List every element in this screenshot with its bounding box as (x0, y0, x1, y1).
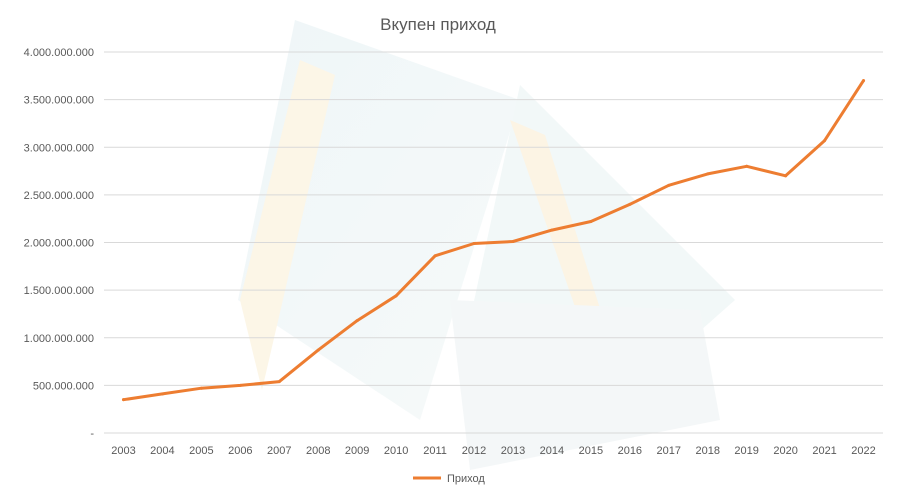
gridlines (104, 51, 883, 434)
x-tick-label: 2004 (150, 445, 174, 457)
x-tick-label: 2019 (734, 445, 758, 457)
y-tick-label: 2.500.000.000 (24, 190, 94, 202)
data-point (238, 383, 242, 387)
data-point (589, 220, 593, 224)
x-tick-label: 2018 (695, 445, 719, 457)
legend-label-prihod: Приход (447, 473, 485, 485)
data-point (550, 228, 554, 232)
data-point (199, 386, 203, 390)
data-point (784, 174, 788, 178)
y-tick-label: 3.500.000.000 (24, 95, 94, 107)
series-line-0 (122, 79, 865, 402)
data-point (667, 183, 671, 187)
x-tick-label: 2003 (111, 445, 135, 457)
x-axis-ticks: 2003 2004 2005 2006 2007 2008 2009 2010 2011 2012… (111, 445, 876, 457)
series-layer (121, 79, 866, 402)
x-tick-label: 2017 (657, 445, 681, 457)
data-point (511, 240, 515, 244)
y-tick-label: 500.000.000 (33, 380, 94, 392)
x-tick-label: 2011 (423, 445, 447, 457)
data-point (862, 79, 866, 83)
data-point (277, 380, 281, 384)
y-tick-label: 1.000.000.000 (24, 333, 94, 345)
chart-title: Вкупен приход (380, 15, 496, 34)
data-point (628, 202, 632, 206)
x-tick-label: 2009 (345, 445, 369, 457)
y-tick-label: 1.500.000.000 (24, 285, 94, 297)
data-point (160, 392, 164, 396)
data-point (823, 139, 827, 143)
legend: Приход (413, 473, 485, 485)
x-tick-label: 2010 (384, 445, 408, 457)
x-tick-label: 2008 (306, 445, 330, 457)
background-illustration (238, 20, 735, 470)
data-point (316, 348, 320, 352)
data-point (706, 172, 710, 176)
x-tick-label: 2015 (579, 445, 603, 457)
x-tick-label: 2012 (462, 445, 486, 457)
y-axis-ticks: - 500.000.000 1.000.000.000 1.500.000.000 2.… (24, 47, 95, 440)
y-tick-label: 3.000.000.000 (24, 142, 94, 154)
data-point (394, 294, 398, 298)
x-tick-label: 2014 (540, 445, 564, 457)
y-tick-label: - (90, 428, 94, 440)
x-tick-label: 2016 (618, 445, 642, 457)
data-point (745, 164, 749, 168)
x-tick-label: 2022 (851, 445, 875, 457)
x-tick-label: 2006 (228, 445, 252, 457)
data-point (121, 398, 125, 402)
y-tick-label: 4.000.000.000 (24, 47, 94, 59)
y-tick-label: 2.000.000.000 (24, 238, 94, 250)
x-tick-label: 2021 (812, 445, 836, 457)
x-tick-label: 2007 (267, 445, 291, 457)
data-point (433, 254, 437, 258)
data-point (355, 319, 359, 323)
x-tick-label: 2013 (501, 445, 525, 457)
data-point (472, 241, 476, 245)
x-tick-label: 2020 (773, 445, 797, 457)
x-tick-label: 2005 (189, 445, 213, 457)
